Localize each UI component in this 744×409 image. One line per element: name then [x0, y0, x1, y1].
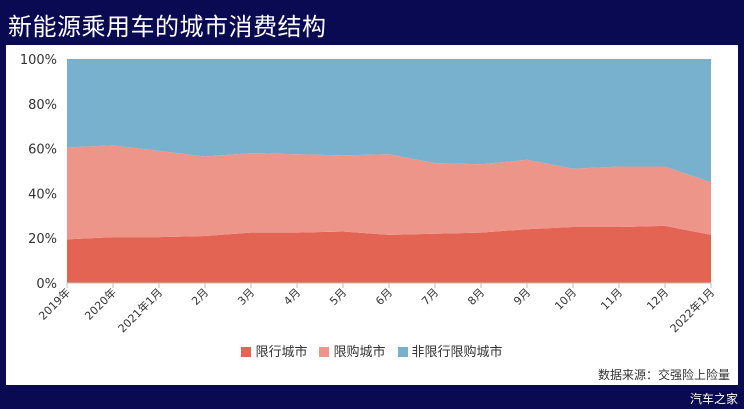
data-source: 数据来源：交强险上险量 [597, 368, 730, 382]
x-tick-label: 2月 [189, 286, 211, 308]
x-tick-label: 11月 [598, 286, 625, 313]
chart-title: 新能源乘用车的城市消费结构 [8, 13, 327, 41]
x-tick-label: 5月 [327, 286, 349, 308]
x-tick-label: 7月 [419, 286, 441, 308]
x-tick-label: 8月 [465, 286, 487, 308]
y-tick-label: 40% [28, 187, 57, 202]
y-tick-label: 80% [28, 98, 57, 113]
series-area-2 [67, 59, 711, 183]
legend-swatch [241, 347, 252, 357]
legend-label: 限行城市 [255, 345, 308, 360]
legend-swatch [397, 347, 408, 357]
series-area-0 [67, 225, 711, 283]
legend-item: 非限行限购城市 [397, 341, 503, 360]
x-tick-label: 2021年1月 [115, 285, 165, 335]
y-tick-label: 60% [28, 143, 57, 158]
legend: 限行城市 限购城市 非限行限购城市 [6, 341, 738, 361]
x-tick-label: 12月 [644, 286, 671, 313]
chart-panel: 0% 20% 40% 60% 80% 100% 2019年 2020年 2021年1月 2月 3月 4… [6, 45, 738, 385]
y-tick-label: 100% [20, 53, 57, 68]
x-tick-label: 9月 [511, 286, 533, 308]
x-tick-label: 6月 [373, 286, 395, 308]
y-tick-label: 20% [28, 232, 57, 247]
legend-label: 限购城市 [333, 345, 386, 360]
legend-label: 非限行限购城市 [411, 345, 503, 360]
legend-item: 限购城市 [319, 341, 386, 360]
x-tick-label: 2020年 [82, 285, 119, 322]
y-tick-label: 0% [36, 277, 57, 292]
x-tick-label: 10月 [552, 286, 579, 313]
title-bar: 新能源乘用车的城市消费结构 [0, 0, 744, 44]
x-tick-label: 3月 [235, 286, 257, 308]
watermark: 汽车之家 [689, 392, 738, 406]
x-tick-label: 2022年1月 [667, 285, 717, 335]
series-area-1 [67, 145, 711, 240]
legend-item: 限行城市 [241, 341, 307, 360]
x-tick-label: 4月 [281, 286, 303, 308]
legend-swatch [319, 347, 330, 357]
